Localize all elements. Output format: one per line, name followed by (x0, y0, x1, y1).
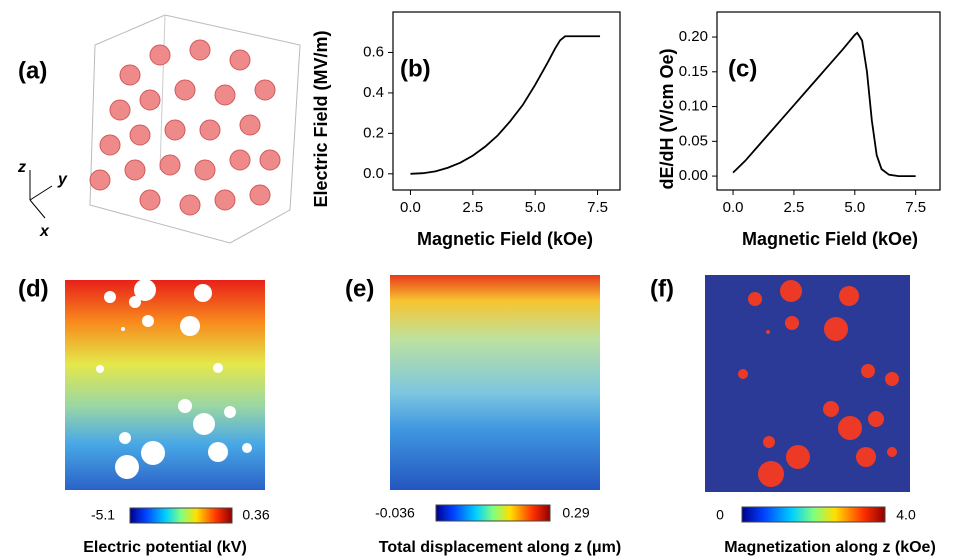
colorbar (742, 507, 885, 522)
x-tick-label: 2.5 (462, 199, 483, 216)
x-tick-label: 5.0 (525, 199, 546, 216)
plot-frame (393, 12, 620, 190)
x-tick-label: 0.0 (400, 199, 421, 216)
colorbar-min: -5.1 (91, 507, 115, 523)
colorbar-max: 0.36 (242, 507, 269, 523)
plot-frame (717, 12, 940, 190)
colorbar-title: Total displacement along z (μm) (379, 539, 621, 556)
axis-letter: z (17, 159, 26, 176)
colorbar (130, 508, 232, 523)
colorbar-title: Magnetization along z (kOe) (724, 539, 936, 556)
y-tick-label: 0.6 (363, 43, 384, 60)
colorbar-min: 0 (716, 507, 724, 523)
colorbar-max: 0.29 (562, 505, 589, 521)
y-tick-label: 0.00 (679, 167, 708, 184)
y-tick-label: 0.20 (679, 28, 708, 45)
panel-f: (f) 0 4.0 Magnetization along z (kOe) (650, 275, 936, 556)
colorbar-title: Electric potential (kV) (83, 539, 247, 556)
panel-a: (a) z y x (17, 15, 300, 243)
heatmap (390, 275, 600, 490)
colorbar-min: -0.036 (375, 505, 415, 521)
data-line (410, 36, 600, 174)
x-tick-label: 2.5 (784, 199, 805, 216)
panel-label: (d) (18, 275, 49, 302)
x-axis-title: Magnetic Field (kOe) (742, 229, 918, 249)
panel-d: (d) -5.1 0.36 Electric potential (kV) (18, 275, 270, 556)
colorbar (436, 505, 550, 521)
x-axis-title: Magnetic Field (kOe) (417, 229, 593, 249)
x-tick-label: 7.5 (587, 199, 608, 216)
heatmap (65, 280, 265, 490)
figure: (a) z y x (d) -5.1 0.36 Electric potenti… (0, 0, 972, 560)
y-axis-title: Electric Field (MV/m) (311, 30, 331, 207)
colorbar-max: 4.0 (896, 507, 916, 523)
y-axis-title: dE/dH (V/cm Oe) (657, 48, 677, 189)
y-tick-label: 0.15 (679, 63, 708, 80)
data-line (733, 33, 916, 176)
x-tick-label: 5.0 (844, 199, 865, 216)
panel-e: (e) -0.036 0.29 Total displacement along… (345, 275, 621, 556)
axis-letter: x (39, 223, 50, 240)
panel-label: (a) (18, 57, 47, 84)
axis-arrow (30, 200, 45, 218)
y-tick-label: 0.4 (363, 84, 384, 101)
x-tick-label: 7.5 (905, 199, 926, 216)
axis-arrow (30, 186, 52, 200)
panel-label: (e) (345, 275, 374, 302)
y-tick-label: 0.2 (363, 124, 384, 141)
panel-label: (f) (650, 275, 674, 302)
y-tick-label: 0.05 (679, 132, 708, 149)
x-tick-label: 0.0 (723, 199, 744, 216)
y-tick-label: 0.10 (679, 98, 708, 115)
y-tick-label: 0.0 (363, 165, 384, 182)
panel-label: (b) (400, 55, 431, 82)
axis-letter: y (57, 171, 68, 188)
panel-label: (c) (728, 55, 757, 82)
